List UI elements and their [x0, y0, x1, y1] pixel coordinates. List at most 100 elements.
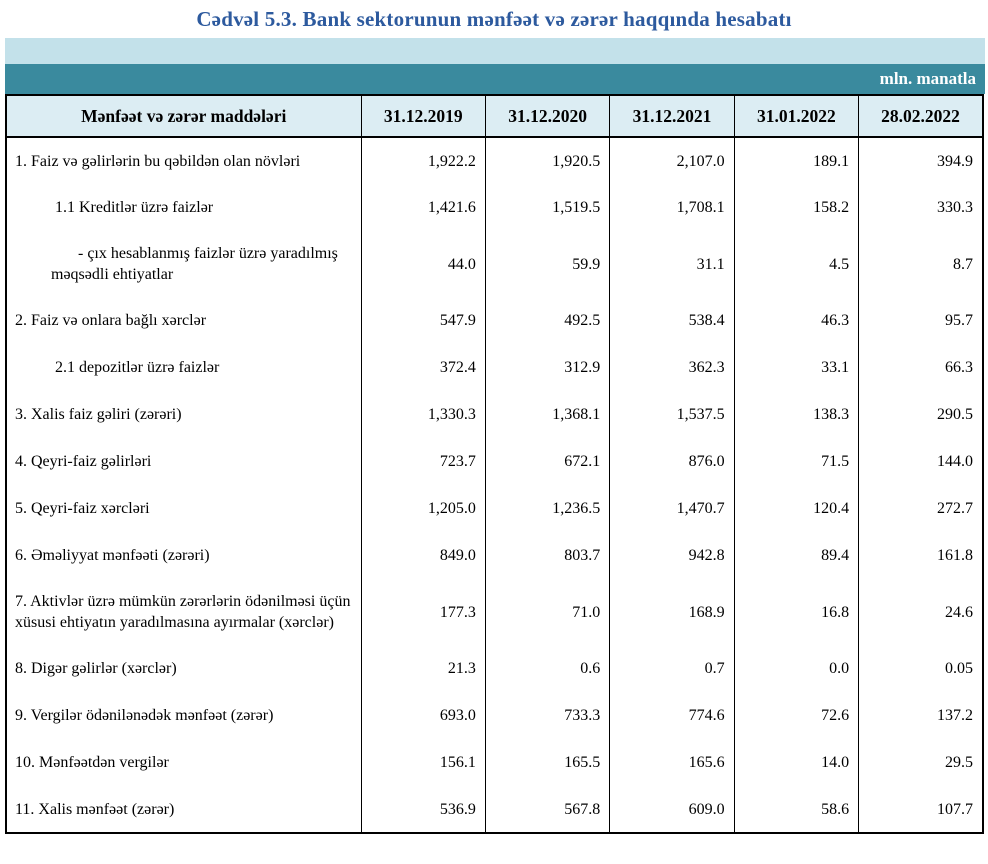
value-cell: 693.0 — [360, 692, 486, 739]
value-cell: 156.1 — [360, 739, 486, 786]
value-cell: 1,537.5 — [609, 391, 735, 438]
row-label-cell: 5. Qeyri-faiz xərcləri — [5, 485, 362, 532]
value-cell: 1,470.7 — [609, 485, 735, 532]
row-label: 10. Mənfəətdən vergilər — [15, 754, 169, 771]
table-row: 3. Xalis faiz gəliri (zərəri) 1,330.3 1,… — [5, 391, 984, 438]
value-cell: 0.0 — [733, 645, 860, 692]
value-cell: 272.7 — [858, 485, 984, 532]
value-cell: 372.4 — [360, 344, 486, 391]
value-cell: 547.9 — [360, 297, 486, 344]
column-header-date-2: 31.12.2020 — [484, 94, 611, 138]
row-label-cell: - çıx hesablanmış faizlər üzrə yaradılmı… — [5, 231, 362, 297]
value-cell: 14.0 — [733, 739, 860, 786]
value-cell: 1,421.6 — [360, 184, 486, 231]
table-row: 6. Əməliyyat mənfəəti (zərəri) 849.0 803… — [5, 532, 984, 579]
value-cell: 165.5 — [484, 739, 611, 786]
value-cell: 538.4 — [609, 297, 735, 344]
column-header-date-3: 31.12.2021 — [609, 94, 735, 138]
value-cell: 161.8 — [858, 532, 984, 579]
report-container: mln. manatla Mənfəət və zərər maddələri … — [5, 38, 985, 834]
value-cell: 1,920.5 — [484, 137, 611, 184]
table-row: 5. Qeyri-faiz xərcləri 1,205.0 1,236.5 1… — [5, 485, 984, 532]
row-label: 5. Qeyri-faiz xərcləri — [15, 500, 150, 517]
value-cell: 137.2 — [858, 692, 984, 739]
table-row: 8. Digər gəlirlər (xərclər) 21.3 0.6 0.7… — [5, 645, 984, 692]
row-label: 9. Vergilər ödənilənədək mənfəət (zərər) — [15, 707, 274, 724]
table-row: 9. Vergilər ödənilənədək mənfəət (zərər)… — [5, 692, 984, 739]
table-row: 2. Faiz və onlara bağlı xərclər 547.9 49… — [5, 297, 984, 344]
decorative-band-light — [5, 38, 985, 64]
column-header-date-5: 28.02.2022 — [858, 94, 984, 138]
value-cell: 72.6 — [733, 692, 860, 739]
row-label: 1.1 Kreditlər üzrə faizlər — [55, 199, 214, 216]
value-cell: 165.6 — [609, 739, 735, 786]
row-label-cell: 10. Mənfəətdən vergilər — [5, 739, 362, 786]
value-cell: 567.8 — [484, 786, 611, 833]
value-cell: 1,519.5 — [484, 184, 611, 231]
row-label-cell: 6. Əməliyyat mənfəəti (zərəri) — [5, 532, 362, 579]
row-label: 4. Qeyri-faiz gəlirləri — [15, 453, 152, 470]
value-cell: 1,368.1 — [484, 391, 611, 438]
value-cell: 95.7 — [858, 297, 984, 344]
value-cell: 66.3 — [858, 344, 984, 391]
row-label-cell: 1. Faiz və gəlirlərin bu qəbildən olan n… — [5, 137, 362, 184]
table-row: 4. Qeyri-faiz gəlirləri 723.7 672.1 876.… — [5, 438, 984, 485]
value-cell: 138.3 — [733, 391, 860, 438]
value-cell: 29.5 — [858, 739, 984, 786]
table-body: 1. Faiz və gəlirlərin bu qəbildən olan n… — [5, 137, 984, 833]
value-cell: 1,236.5 — [484, 485, 611, 532]
value-cell: 0.7 — [609, 645, 735, 692]
value-cell: 803.7 — [484, 532, 611, 579]
value-cell: 312.9 — [484, 344, 611, 391]
row-label-cell: 1.1 Kreditlər üzrə faizlər — [5, 184, 362, 231]
value-cell: 58.6 — [733, 786, 860, 833]
value-cell: 774.6 — [609, 692, 735, 739]
value-cell: 0.6 — [484, 645, 611, 692]
value-cell: 168.9 — [609, 579, 735, 645]
row-label: 2.1 depozitlər üzrə faizlər — [55, 359, 220, 376]
value-cell: 609.0 — [609, 786, 735, 833]
header-row: Mənfəət və zərər maddələri 31.12.2019 31… — [5, 94, 984, 138]
profit-loss-table: Mənfəət və zərər maddələri 31.12.2019 31… — [5, 94, 984, 834]
row-label-cell: 11. Xalis mənfəət (zərər) — [5, 786, 362, 833]
unit-band: mln. manatla — [5, 64, 985, 94]
row-label-cell: 9. Vergilər ödənilənədək mənfəət (zərər) — [5, 692, 362, 739]
value-cell: 394.9 — [858, 137, 984, 184]
table-header: Mənfəət və zərər maddələri 31.12.2019 31… — [5, 94, 984, 138]
value-cell: 0.05 — [858, 645, 984, 692]
value-cell: 1,922.2 — [360, 137, 486, 184]
value-cell: 330.3 — [858, 184, 984, 231]
value-cell: 46.3 — [733, 297, 860, 344]
value-cell: 942.8 — [609, 532, 735, 579]
value-cell: 31.1 — [609, 231, 735, 297]
column-header-items: Mənfəət və zərər maddələri — [5, 94, 362, 138]
table-row: 11. Xalis mənfəət (zərər) 536.9 567.8 60… — [5, 786, 984, 833]
value-cell: 144.0 — [858, 438, 984, 485]
row-label-cell: 3. Xalis faiz gəliri (zərəri) — [5, 391, 362, 438]
value-cell: 8.7 — [858, 231, 984, 297]
row-label: 3. Xalis faiz gəliri (zərəri) — [15, 406, 182, 423]
value-cell: 4.5 — [733, 231, 860, 297]
row-label: 2. Faiz və onlara bağlı xərclər — [15, 312, 207, 329]
row-label: 7. Aktivlər üzrə mümkün zərərlərin ödəni… — [15, 593, 351, 631]
value-cell: 71.0 — [484, 579, 611, 645]
value-cell: 59.9 — [484, 231, 611, 297]
value-cell: 120.4 — [733, 485, 860, 532]
table-row: 7. Aktivlər üzrə mümkün zərərlərin ödəni… — [5, 579, 984, 645]
column-header-date-1: 31.12.2019 — [360, 94, 486, 138]
value-cell: 16.8 — [733, 579, 860, 645]
row-label: 1. Faiz və gəlirlərin bu qəbildən olan n… — [15, 152, 301, 170]
table-row: 10. Mənfəətdən vergilər 156.1 165.5 165.… — [5, 739, 984, 786]
row-label: 8. Digər gəlirlər (xərclər) — [15, 660, 177, 677]
page-title: Cədvəl 5.3. Bank sektorunun mənfəət və z… — [196, 7, 792, 31]
value-cell: 158.2 — [733, 184, 860, 231]
value-cell: 733.3 — [484, 692, 611, 739]
row-label-cell: 7. Aktivlər üzrə mümkün zərərlərin ödəni… — [5, 579, 362, 645]
value-cell: 2,107.0 — [609, 137, 735, 184]
row-label: - çıx hesablanmış faizlər üzrə yaradılmı… — [51, 245, 338, 283]
value-cell: 44.0 — [360, 231, 486, 297]
value-cell: 723.7 — [360, 438, 486, 485]
table-row: 1.1 Kreditlər üzrə faizlər 1,421.6 1,519… — [5, 184, 984, 231]
table-row: 1. Faiz və gəlirlərin bu qəbildən olan n… — [5, 137, 984, 184]
value-cell: 71.5 — [733, 438, 860, 485]
